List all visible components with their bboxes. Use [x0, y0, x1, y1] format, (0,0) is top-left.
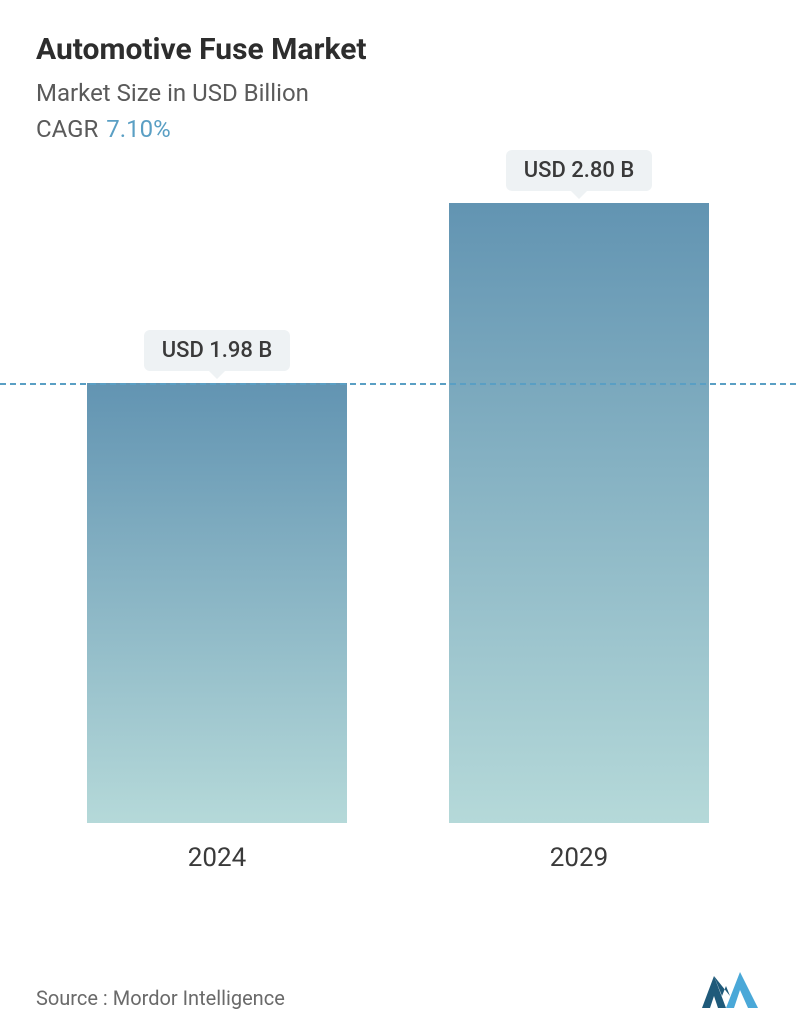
cagr-label: CAGR [36, 115, 98, 143]
cagr-row: CAGR 7.10% [36, 115, 760, 143]
footer: Source : Mordor Intelligence [36, 970, 760, 1010]
chart-container: Automotive Fuse Market Market Size in US… [0, 0, 796, 1034]
bar [87, 383, 347, 823]
reference-line [0, 383, 796, 385]
chart-area: USD 1.98 B2024USD 2.80 B2029 [36, 163, 760, 883]
chart-subtitle: Market Size in USD Billion [36, 79, 760, 107]
bars-wrap: USD 1.98 B2024USD 2.80 B2029 [36, 163, 760, 823]
mordor-logo-icon [700, 970, 760, 1010]
year-label: 2024 [188, 843, 246, 873]
source-text: Source : Mordor Intelligence [36, 986, 285, 1010]
value-pill: USD 1.98 B [144, 330, 291, 371]
value-pill: USD 2.80 B [506, 150, 653, 191]
chart-title: Automotive Fuse Market [36, 32, 760, 67]
bar-group-2024: USD 1.98 B2024 [87, 330, 347, 823]
year-label: 2029 [550, 843, 608, 873]
bar [449, 203, 709, 823]
bar-group-2029: USD 2.80 B2029 [449, 150, 709, 823]
cagr-value: 7.10% [106, 115, 170, 143]
